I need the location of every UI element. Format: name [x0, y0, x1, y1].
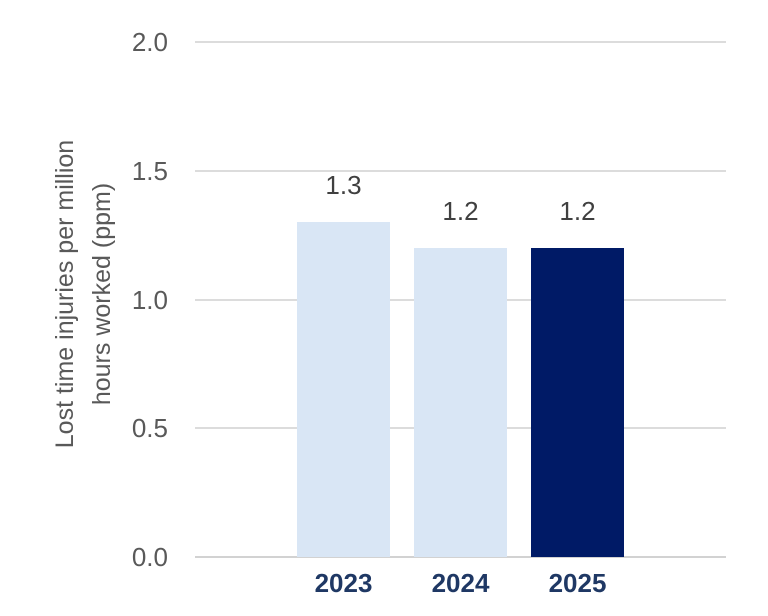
gridline	[195, 169, 726, 172]
y-tick-label: 1.0	[131, 284, 168, 315]
bar-value-label-2024: 1.2	[442, 196, 479, 226]
plot-area: 1.3 1.2 1.2	[195, 41, 726, 558]
x-tick-label-2025: 2025	[548, 568, 607, 598]
x-axis-line	[195, 556, 726, 558]
bar-2024	[414, 248, 507, 557]
y-axis-title-line1: Lost time injuries per million	[51, 139, 79, 449]
bar-2023	[297, 222, 390, 557]
x-tick-label-2023: 2023	[314, 568, 373, 598]
y-tick-label: 0.0	[131, 542, 168, 572]
bar-value-label-2025: 1.2	[559, 196, 596, 226]
bar-2025	[531, 248, 624, 557]
y-tick-label: 0.5	[131, 413, 168, 444]
bar-value-label-2023: 1.3	[325, 170, 362, 200]
x-tick-label-2024: 2024	[431, 568, 490, 598]
y-tick-label: 2.0	[131, 27, 168, 57]
y-tick-label: 1.5	[131, 155, 168, 186]
gridline	[195, 41, 726, 43]
